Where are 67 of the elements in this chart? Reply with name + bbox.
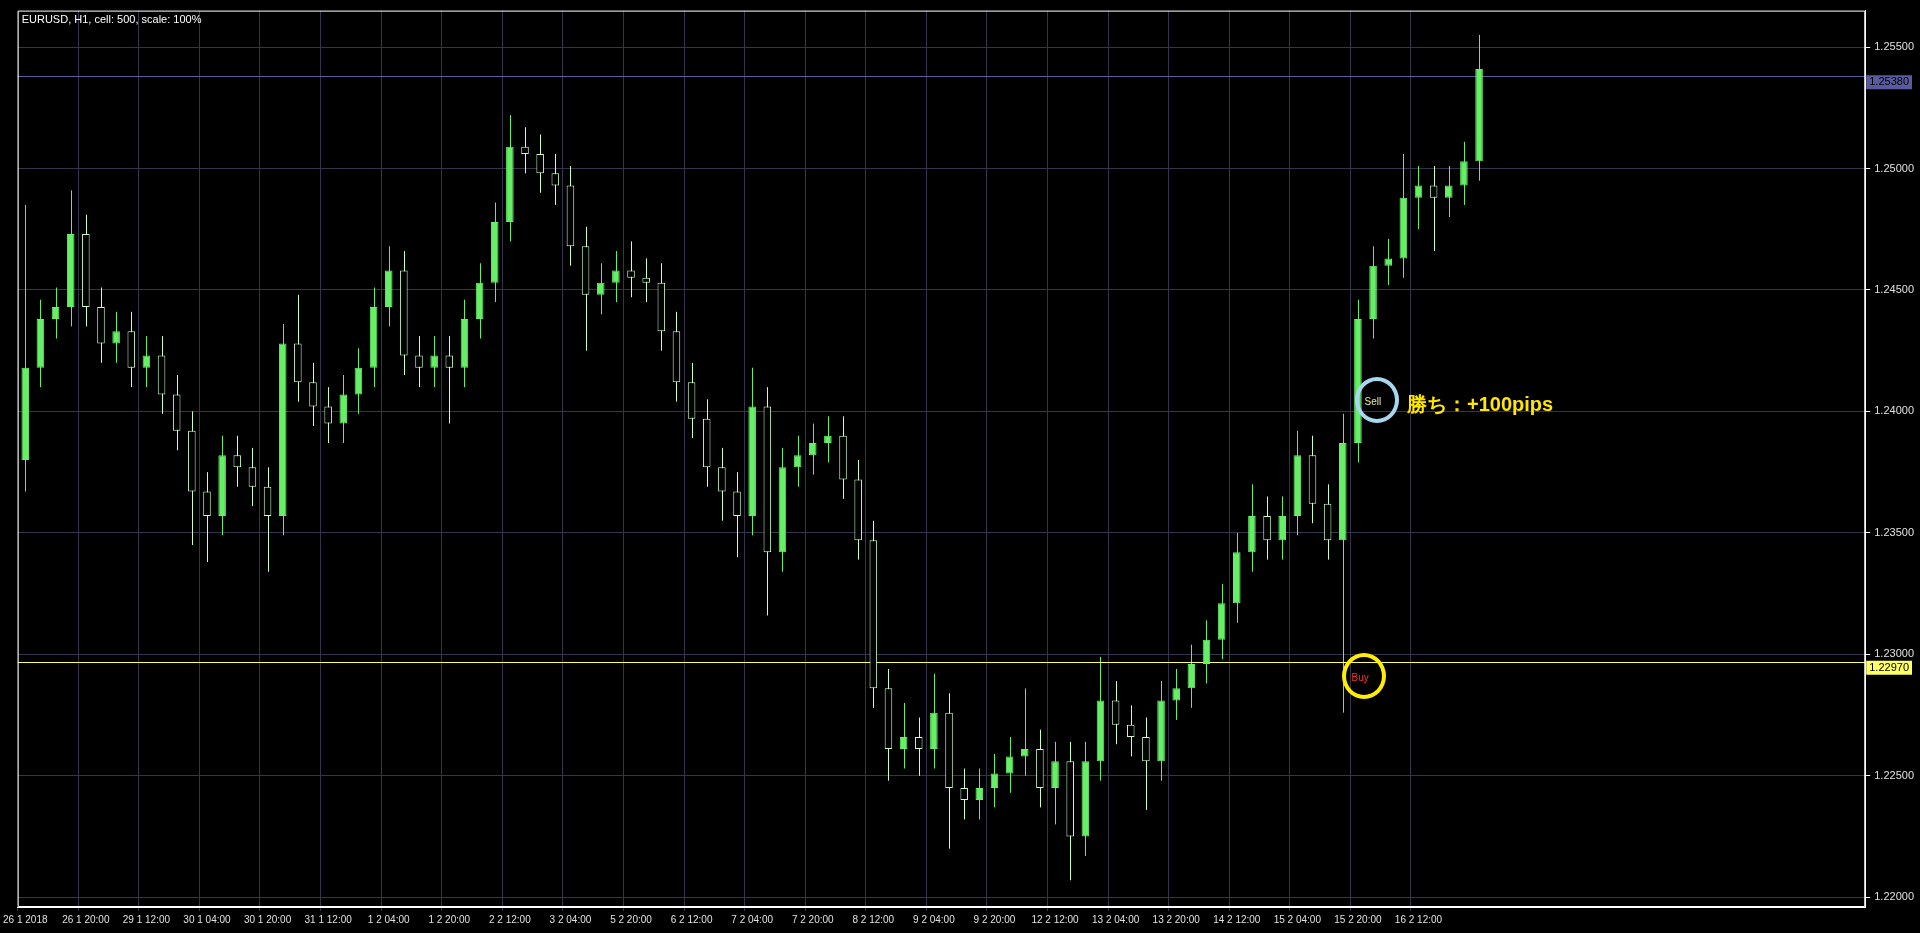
candlestick	[112, 311, 120, 364]
candlestick	[415, 335, 423, 388]
candlestick	[627, 240, 635, 298]
candlestick	[1460, 141, 1468, 206]
candlestick	[718, 447, 726, 522]
candlestick	[324, 386, 332, 444]
candlestick	[1172, 668, 1180, 721]
x-tick-label: 15 2 04:00	[1273, 913, 1322, 925]
candlestick	[1445, 165, 1453, 218]
x-tick-label: 7 2 20:00	[791, 913, 835, 925]
candlestick	[824, 415, 832, 463]
candlestick	[642, 257, 650, 303]
x-tick-label: 14 2 12:00	[1213, 913, 1261, 925]
x-tick-label: 7 2 04:00	[731, 913, 774, 925]
x-tick-label: 2 2 12:00	[489, 913, 532, 925]
ref-line-label: 1.22970	[1869, 660, 1909, 673]
candlestick	[1020, 687, 1029, 777]
annotation: Sell	[1364, 396, 1382, 408]
x-tick-label: 26 1 20:00	[62, 913, 110, 925]
y-tick-label: 1.23000	[1874, 647, 1914, 660]
candlestick	[430, 335, 438, 388]
candlestick	[1126, 704, 1135, 757]
ref-line-label: 1.25380	[1869, 75, 1909, 88]
candlestick	[1263, 495, 1271, 561]
x-tick-label: 26 1 2018	[3, 913, 48, 925]
candlestick	[990, 753, 999, 808]
x-tick-label: 9 2 20:00	[973, 913, 1016, 925]
candlestick	[1384, 238, 1392, 286]
candlestick	[521, 126, 529, 174]
candlestick	[233, 435, 242, 488]
y-tick-label: 1.25000	[1874, 161, 1914, 174]
annotation: 勝ち：+100pips	[1406, 392, 1554, 415]
x-tick-label: 13 2 04:00	[1091, 913, 1140, 925]
x-tick-label: 16 2 12:00	[1394, 913, 1443, 925]
candlestick	[596, 262, 605, 315]
x-tick-label: 29 1 12:00	[122, 913, 171, 925]
candlestick	[612, 250, 620, 303]
x-tick-label: 5 2 20:00	[610, 913, 653, 925]
chart-title: EURUSD, H1, cell: 500, scale: 100%	[21, 13, 202, 26]
x-tick-label: 8 2 12:00	[852, 913, 895, 925]
x-tick-label: 30 1 04:00	[183, 913, 232, 925]
annotation: Buy	[1351, 672, 1369, 684]
y-tick-label: 1.22500	[1874, 768, 1914, 781]
candlestick	[808, 423, 817, 476]
y-tick-label: 1.25500	[1874, 40, 1914, 53]
y-tick-label: 1.22000	[1874, 890, 1914, 903]
candlestick	[248, 447, 257, 507]
x-tick-label: 15 2 20:00	[1334, 913, 1382, 925]
candlestick	[309, 362, 317, 427]
x-tick-label: 12 2 12:00	[1031, 913, 1080, 925]
y-tick-label: 1.24000	[1874, 404, 1914, 417]
x-tick-label: 3 2 04:00	[549, 913, 592, 925]
x-tick-label: 1 2 04:00	[367, 913, 410, 925]
candlestick	[203, 471, 211, 563]
y-tick-label: 1.24500	[1874, 283, 1914, 295]
candlestick	[733, 471, 741, 558]
candlestick	[536, 133, 544, 194]
candlestick	[551, 153, 560, 206]
y-tick-label: 1.23500	[1874, 525, 1914, 538]
x-tick-label: 6 2 12:00	[670, 913, 713, 925]
candlestick	[1278, 495, 1286, 561]
x-tick-label: 9 2 04:00	[913, 913, 956, 925]
x-tick-label: 31 1 12:00	[304, 913, 353, 925]
candlestick	[1142, 717, 1150, 811]
x-tick-label: 30 1 20:00	[243, 913, 292, 925]
x-tick-label: 1 2 20:00	[428, 913, 471, 925]
x-tick-label: 13 2 20:00	[1152, 913, 1201, 925]
